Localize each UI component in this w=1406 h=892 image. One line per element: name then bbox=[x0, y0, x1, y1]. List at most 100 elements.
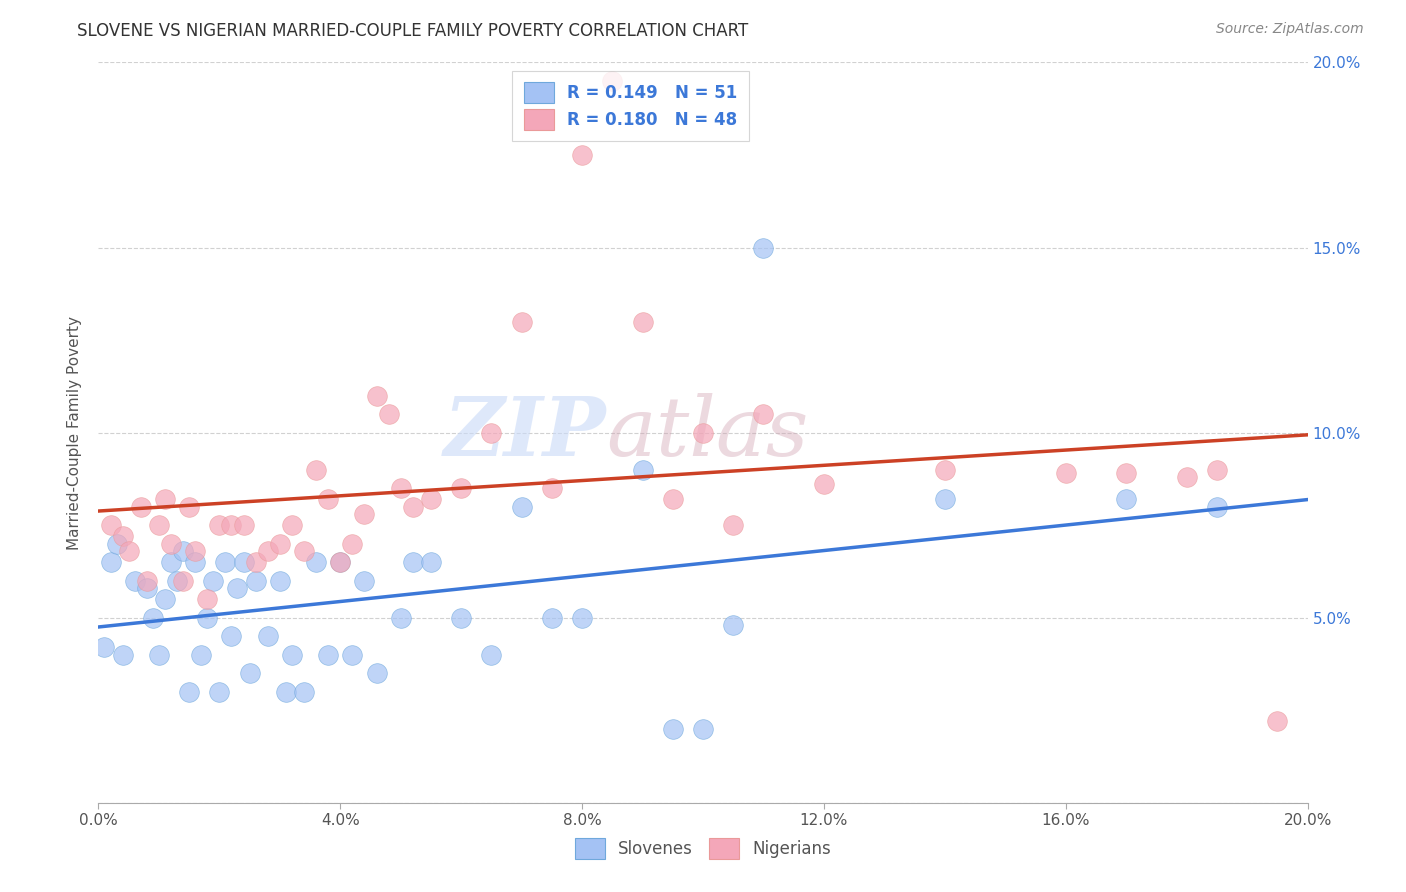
Point bbox=[377, 407, 399, 421]
Point bbox=[510, 500, 533, 514]
Point bbox=[752, 407, 775, 421]
Point bbox=[148, 648, 170, 662]
Point bbox=[142, 610, 165, 624]
Point bbox=[281, 648, 304, 662]
Point bbox=[208, 685, 231, 699]
Point bbox=[934, 492, 956, 507]
Point bbox=[723, 618, 745, 632]
Point bbox=[329, 555, 352, 569]
Point bbox=[1115, 492, 1137, 507]
Point bbox=[172, 544, 194, 558]
Point bbox=[208, 518, 231, 533]
Point bbox=[631, 314, 654, 328]
Text: SLOVENE VS NIGERIAN MARRIED-COUPLE FAMILY POVERTY CORRELATION CHART: SLOVENE VS NIGERIAN MARRIED-COUPLE FAMIL… bbox=[77, 22, 748, 40]
Point bbox=[540, 481, 562, 495]
Y-axis label: Married-Couple Family Poverty: Married-Couple Family Poverty bbox=[67, 316, 83, 549]
Point bbox=[166, 574, 188, 588]
Point bbox=[214, 555, 236, 569]
Point bbox=[172, 574, 194, 588]
Point bbox=[160, 555, 183, 569]
Point bbox=[111, 529, 134, 543]
Point bbox=[245, 555, 267, 569]
Point bbox=[316, 492, 339, 507]
Point bbox=[135, 581, 157, 595]
Point bbox=[366, 388, 388, 402]
Point bbox=[269, 536, 291, 550]
Point bbox=[105, 536, 128, 550]
Point bbox=[342, 536, 364, 550]
Point bbox=[100, 518, 122, 533]
Point bbox=[111, 648, 134, 662]
Point bbox=[179, 685, 201, 699]
Point bbox=[160, 536, 183, 550]
Point bbox=[153, 592, 176, 607]
Point bbox=[292, 544, 315, 558]
Point bbox=[602, 74, 624, 88]
Point bbox=[402, 500, 425, 514]
Point bbox=[353, 507, 375, 521]
Point bbox=[118, 544, 141, 558]
Point bbox=[342, 648, 364, 662]
Point bbox=[93, 640, 115, 655]
Point bbox=[274, 685, 297, 699]
Point bbox=[420, 555, 443, 569]
Point bbox=[723, 518, 745, 533]
Point bbox=[195, 592, 218, 607]
Point bbox=[540, 610, 562, 624]
Point bbox=[184, 555, 207, 569]
Point bbox=[1267, 714, 1289, 729]
Point bbox=[510, 314, 533, 328]
Text: Source: ZipAtlas.com: Source: ZipAtlas.com bbox=[1216, 22, 1364, 37]
Point bbox=[661, 492, 683, 507]
Point bbox=[269, 574, 291, 588]
Point bbox=[190, 648, 212, 662]
Point bbox=[148, 518, 170, 533]
Legend: Slovenes, Nigerians: Slovenes, Nigerians bbox=[565, 828, 841, 869]
Point bbox=[195, 610, 218, 624]
Point bbox=[631, 462, 654, 476]
Point bbox=[129, 500, 152, 514]
Point bbox=[420, 492, 443, 507]
Point bbox=[1206, 500, 1229, 514]
Point bbox=[692, 722, 714, 736]
Point bbox=[179, 500, 201, 514]
Point bbox=[481, 425, 503, 440]
Point bbox=[813, 477, 835, 491]
Point bbox=[239, 666, 262, 681]
Point bbox=[450, 481, 472, 495]
Point bbox=[661, 722, 683, 736]
Point bbox=[1054, 467, 1077, 481]
Point bbox=[124, 574, 146, 588]
Point bbox=[221, 629, 243, 643]
Point bbox=[226, 581, 249, 595]
Point bbox=[329, 555, 352, 569]
Point bbox=[292, 685, 315, 699]
Point bbox=[202, 574, 225, 588]
Point bbox=[232, 518, 254, 533]
Point bbox=[184, 544, 207, 558]
Point bbox=[692, 425, 714, 440]
Point bbox=[232, 555, 254, 569]
Point bbox=[450, 610, 472, 624]
Point bbox=[752, 240, 775, 255]
Point bbox=[153, 492, 176, 507]
Point bbox=[389, 610, 412, 624]
Point bbox=[1175, 470, 1198, 484]
Point bbox=[100, 555, 122, 569]
Text: ZIP: ZIP bbox=[444, 392, 606, 473]
Point bbox=[256, 544, 278, 558]
Point bbox=[221, 518, 243, 533]
Point bbox=[402, 555, 425, 569]
Point bbox=[1206, 462, 1229, 476]
Point bbox=[1115, 467, 1137, 481]
Point bbox=[366, 666, 388, 681]
Point bbox=[245, 574, 267, 588]
Point bbox=[135, 574, 157, 588]
Point bbox=[389, 481, 412, 495]
Point bbox=[353, 574, 375, 588]
Point bbox=[481, 648, 503, 662]
Point bbox=[305, 555, 328, 569]
Point bbox=[571, 148, 593, 162]
Point bbox=[281, 518, 304, 533]
Point bbox=[934, 462, 956, 476]
